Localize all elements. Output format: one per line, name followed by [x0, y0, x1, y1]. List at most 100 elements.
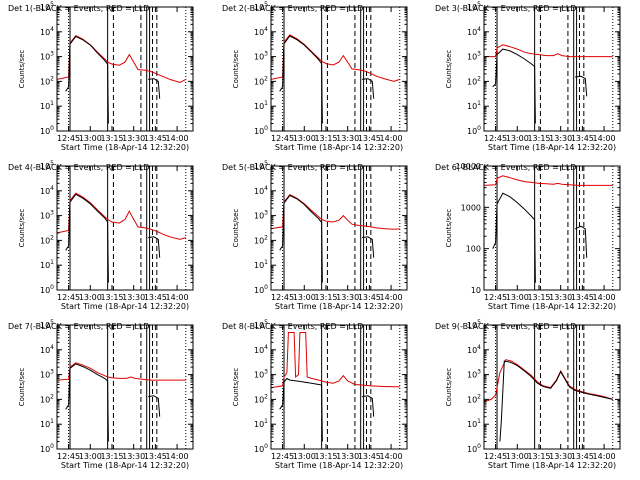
- y-tick-label: 100: [467, 125, 481, 136]
- events-series-line: [148, 395, 161, 417]
- y-tick-label: 102: [254, 75, 268, 86]
- x-tick-label: 13:15: [100, 452, 123, 461]
- detector-panel: Det 5(-BLACK = Events, RED = LLD 100 101 10…: [222, 160, 408, 311]
- y-tick-label: 103: [254, 51, 268, 62]
- x-axis-label: Start Time (18-Apr-14 12:32:20): [488, 461, 616, 470]
- x-tick-label: 13:00: [79, 452, 102, 461]
- y-axis-label: Counts/sec: [232, 368, 240, 407]
- x-tick-label: 13:45: [358, 293, 381, 302]
- x-tick-label: 13:15: [100, 134, 123, 143]
- x-tick-label: 13:15: [527, 452, 550, 461]
- x-tick-label: 14:00: [593, 293, 616, 302]
- x-tick-label: 14:00: [380, 134, 403, 143]
- x-tick-label: 13:15: [314, 134, 337, 143]
- x-tick-label: 13:30: [336, 134, 359, 143]
- events-series-line: [492, 192, 536, 283]
- y-axis-label: Counts/sec: [18, 368, 26, 407]
- y-tick-label: 102: [467, 75, 481, 86]
- x-tick-label: 13:45: [144, 293, 167, 302]
- y-axis-label: Counts/sec: [18, 50, 26, 89]
- x-tick-label: 13:45: [571, 293, 594, 302]
- x-tick-label: 12:45: [484, 452, 507, 461]
- y-tick-label: 100: [254, 284, 268, 295]
- y-tick-label: 104: [40, 344, 54, 355]
- x-tick-label: 14:00: [380, 452, 403, 461]
- plot-frame: [483, 6, 621, 132]
- lld-series-line: [483, 359, 613, 403]
- lld-series-line: [56, 362, 186, 381]
- detector-panel: Det 9(-BLACK = Events, RED = LLD 100 101 10…: [435, 319, 621, 470]
- y-tick-label: 102: [254, 393, 268, 404]
- x-tick-label: 13:30: [549, 293, 572, 302]
- y-tick-label: 105: [254, 319, 268, 330]
- y-tick-label: 101: [254, 418, 268, 429]
- x-tick-label: 14:00: [166, 134, 189, 143]
- y-tick-label: 100: [40, 125, 54, 136]
- events-series-line: [65, 193, 109, 283]
- panel-title: Det 8(-BLACK = Events, RED = LLD: [222, 322, 363, 331]
- plot-frame: [483, 324, 621, 450]
- y-axis-label: Counts/sec: [445, 209, 453, 248]
- x-tick-label: 13:30: [336, 293, 359, 302]
- y-tick-label: 105: [467, 319, 481, 330]
- panel-title: Det 1(-BLACK = Events, RED = LLD: [8, 4, 149, 13]
- y-tick-label: 10: [471, 286, 481, 295]
- x-tick-label: 14:00: [593, 452, 616, 461]
- y-tick-label: 104: [467, 26, 481, 37]
- x-tick-label: 13:30: [122, 134, 145, 143]
- lld-series-line: [270, 332, 400, 389]
- x-tick-label: 13:45: [144, 452, 167, 461]
- lld-series-line: [56, 192, 186, 240]
- events-series-line: [65, 363, 109, 442]
- events-series-line: [492, 48, 536, 124]
- events-series-line: [148, 78, 161, 99]
- y-tick-label: 104: [467, 344, 481, 355]
- events-series-line: [362, 78, 375, 99]
- panel-title: Det 5(-BLACK = Events, RED = LLD: [222, 163, 363, 172]
- plot-frame: [56, 6, 194, 132]
- y-tick-label: 1000: [461, 203, 481, 212]
- x-tick-label: 13:30: [122, 452, 145, 461]
- y-tick-label: 100: [254, 125, 268, 136]
- y-tick-label: 104: [254, 344, 268, 355]
- x-axis-label: Start Time (18-Apr-14 12:32:20): [61, 461, 189, 470]
- x-tick-label: 13:45: [144, 134, 167, 143]
- x-axis-label: Start Time (18-Apr-14 12:32:20): [488, 302, 616, 311]
- events-series-line: [279, 377, 323, 442]
- lld-series-line: [56, 34, 187, 84]
- panel-title: Det 9(-BLACK = Events, RED = LLD: [435, 322, 576, 331]
- y-tick-label: 105: [467, 1, 481, 12]
- y-tick-label: 104: [254, 185, 268, 196]
- x-tick-label: 13:00: [506, 134, 529, 143]
- x-tick-label: 13:15: [314, 452, 337, 461]
- x-axis-label: Start Time (18-Apr-14 12:32:20): [275, 143, 403, 152]
- y-tick-label: 100: [467, 443, 481, 454]
- x-tick-label: 13:00: [293, 134, 316, 143]
- y-axis-label: Counts/sec: [18, 209, 26, 248]
- x-tick-label: 13:00: [79, 293, 102, 302]
- y-tick-label: 100: [254, 443, 268, 454]
- x-axis-label: Start Time (18-Apr-14 12:32:20): [61, 302, 189, 311]
- x-tick-label: 13:00: [79, 134, 102, 143]
- x-tick-label: 13:30: [122, 293, 145, 302]
- x-tick-label: 13:00: [293, 452, 316, 461]
- y-axis-label: Counts/sec: [445, 50, 453, 89]
- x-tick-label: 13:15: [527, 134, 550, 143]
- x-tick-label: 12:45: [271, 452, 294, 461]
- x-tick-label: 13:15: [100, 293, 123, 302]
- panel-title: Det 3(-BLACK = Events, RED = LLD: [435, 4, 576, 13]
- events-series-line: [574, 225, 588, 258]
- detector-panel: Det 3(-BLACK = Events, RED = LLD 100 101 10…: [435, 1, 621, 152]
- events-series-line: [279, 35, 323, 124]
- y-tick-label: 101: [467, 418, 481, 429]
- y-tick-label: 101: [40, 100, 54, 111]
- y-tick-label: 101: [40, 259, 54, 270]
- x-tick-label: 14:00: [166, 452, 189, 461]
- x-tick-label: 13:15: [527, 293, 550, 302]
- x-tick-label: 13:30: [549, 452, 572, 461]
- x-tick-label: 12:45: [57, 293, 80, 302]
- plot-frame: [270, 165, 408, 291]
- y-tick-label: 102: [40, 234, 54, 245]
- events-series-line: [148, 236, 161, 258]
- x-tick-label: 13:45: [358, 134, 381, 143]
